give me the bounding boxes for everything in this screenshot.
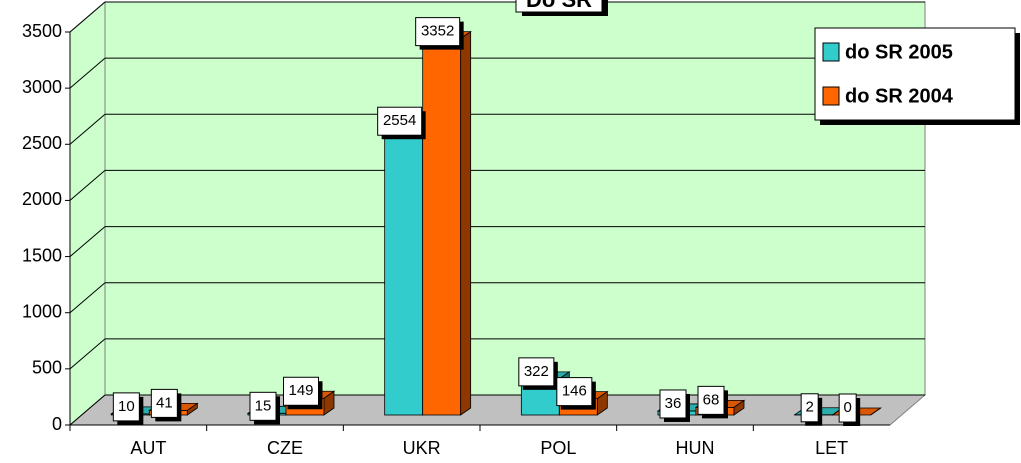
y-tick-label: 1000 xyxy=(22,301,62,321)
data-label: 15 xyxy=(255,397,272,414)
label-box xyxy=(377,106,423,136)
y-tick-label: 3000 xyxy=(22,77,62,97)
x-tick-label: LET xyxy=(815,438,848,458)
label-box xyxy=(556,377,593,407)
grid-line xyxy=(69,1,106,33)
x-tick-label: HUN xyxy=(676,438,715,458)
bar-side xyxy=(596,390,608,416)
bar xyxy=(421,30,472,416)
x-tick-label: UKR xyxy=(403,438,441,458)
data-label: 68 xyxy=(703,391,720,408)
grid-line xyxy=(69,394,106,426)
grid-line xyxy=(69,226,106,257)
side-wall xyxy=(69,0,106,427)
data-label: 36 xyxy=(665,395,682,412)
grid-line xyxy=(69,282,106,314)
label-box xyxy=(415,17,461,47)
label-box xyxy=(518,357,555,387)
data-label: 322 xyxy=(524,363,549,380)
data-label: 2554 xyxy=(383,112,416,129)
data-label: 149 xyxy=(288,382,313,399)
label-box xyxy=(150,388,178,418)
label-box xyxy=(249,391,277,421)
bar-front xyxy=(384,127,424,416)
label-box xyxy=(283,376,319,406)
bar-side xyxy=(323,390,335,416)
label-box xyxy=(697,385,725,415)
title-box xyxy=(515,0,603,13)
label-box xyxy=(800,393,819,423)
legend-label: do SR 2005 xyxy=(845,41,953,63)
legend xyxy=(814,27,1016,121)
bar-front xyxy=(422,38,462,416)
grid-line xyxy=(69,170,106,201)
grid-line xyxy=(69,113,106,145)
x-tick-label: CZE xyxy=(267,438,303,458)
data-label: 0 xyxy=(843,399,851,416)
x-tick-label: POL xyxy=(540,438,576,458)
y-tick-label: 500 xyxy=(32,358,62,378)
data-label: 3352 xyxy=(421,23,454,40)
legend-swatch xyxy=(822,86,840,106)
y-tick-label: 0 xyxy=(52,414,62,434)
chart-title: Do SR xyxy=(526,0,592,12)
bar-side xyxy=(733,399,745,416)
data-label: 10 xyxy=(118,398,135,415)
data-label: 2 xyxy=(805,399,813,416)
bar-side xyxy=(460,30,472,416)
y-tick-label: 1500 xyxy=(22,245,62,265)
label-box xyxy=(659,389,687,419)
bar-side xyxy=(186,402,198,416)
y-tick-label: 2000 xyxy=(22,189,62,209)
y-tick-label: 3500 xyxy=(22,21,62,41)
bar-side xyxy=(870,407,881,416)
legend-label: do SR 2004 xyxy=(845,85,954,107)
x-tick-label: AUT xyxy=(130,438,166,458)
data-label: 146 xyxy=(562,383,587,400)
label-box xyxy=(112,392,140,422)
back-wall xyxy=(104,1,926,396)
label-box xyxy=(838,393,857,423)
data-label: 41 xyxy=(156,394,173,411)
floor xyxy=(68,394,927,426)
grid-line xyxy=(69,338,106,370)
legend-swatch xyxy=(822,42,840,62)
y-tick-label: 2500 xyxy=(22,133,62,153)
grid-line xyxy=(69,57,106,89)
